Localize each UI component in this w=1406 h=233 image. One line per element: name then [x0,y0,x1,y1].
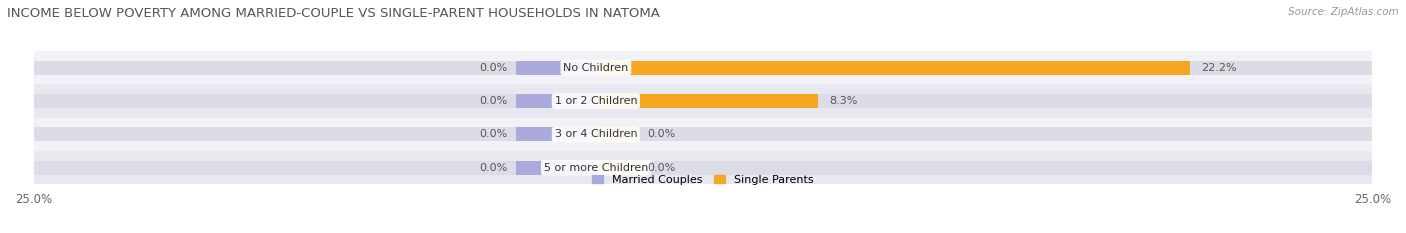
Bar [516,127,596,141]
Bar [34,51,1372,84]
Bar [34,61,1372,75]
Bar [34,151,1372,185]
Bar [34,118,1372,151]
Text: 0.0%: 0.0% [479,129,508,139]
Text: 0.0%: 0.0% [479,163,508,173]
Bar [596,161,636,175]
Text: Source: ZipAtlas.com: Source: ZipAtlas.com [1288,7,1399,17]
Text: 5 or more Children: 5 or more Children [544,163,648,173]
Bar [34,94,1372,108]
Legend: Married Couples, Single Parents: Married Couples, Single Parents [588,170,818,189]
Text: 1 or 2 Children: 1 or 2 Children [554,96,637,106]
Text: 8.3%: 8.3% [830,96,858,106]
Text: No Children: No Children [564,63,628,73]
Text: 22.2%: 22.2% [1201,63,1237,73]
Bar [34,127,1372,141]
Text: 0.0%: 0.0% [647,163,675,173]
Text: INCOME BELOW POVERTY AMONG MARRIED-COUPLE VS SINGLE-PARENT HOUSEHOLDS IN NATOMA: INCOME BELOW POVERTY AMONG MARRIED-COUPL… [7,7,659,20]
Bar [516,94,596,108]
Text: 0.0%: 0.0% [479,96,508,106]
Bar [596,127,636,141]
Bar [34,161,1372,175]
Text: 0.0%: 0.0% [479,63,508,73]
Bar [34,84,1372,118]
Text: 0.0%: 0.0% [647,129,675,139]
Bar [516,61,596,75]
Bar [596,61,1191,75]
Text: 3 or 4 Children: 3 or 4 Children [554,129,637,139]
Bar [596,94,818,108]
Bar [516,161,596,175]
